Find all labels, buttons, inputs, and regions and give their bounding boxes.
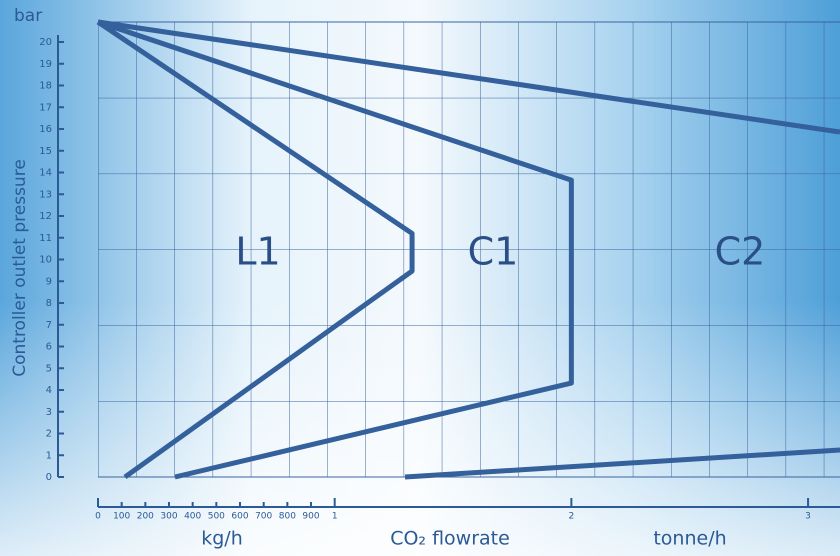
y-tick-label: 1 xyxy=(46,450,52,461)
x-tick-label: 400 xyxy=(184,512,201,522)
x-tick-label: 100 xyxy=(113,512,130,522)
y-tick-label: 3 xyxy=(46,407,52,418)
y-tick-label: 9 xyxy=(46,276,52,287)
y-tick-label: 18 xyxy=(39,81,52,92)
chart: bar Controller outlet pressure kg/h CO₂ … xyxy=(0,0,840,556)
region-label: C2 xyxy=(715,230,766,274)
y-tick-label: 8 xyxy=(46,298,52,309)
y-tick-label: 20 xyxy=(39,37,52,48)
x-tick-label: 700 xyxy=(255,512,272,522)
x-tick-label: 2 xyxy=(568,512,574,522)
x-unit-kg: kg/h xyxy=(201,528,243,550)
x-tick-label: 600 xyxy=(231,512,248,522)
x-tick-label: 200 xyxy=(137,512,154,522)
x-tick-label: 3 xyxy=(805,512,811,522)
y-tick-label: 4 xyxy=(46,385,52,396)
y-tick-label: 10 xyxy=(39,255,52,266)
y-tick-label: 13 xyxy=(39,189,52,200)
x-tick-label: 0 xyxy=(95,512,101,522)
x-unit-tonne: tonne/h xyxy=(653,528,726,550)
y-tick-label: 6 xyxy=(46,342,52,353)
x-tick-label: 300 xyxy=(160,512,177,522)
y-tick-label: 17 xyxy=(39,102,52,113)
y-tick-label: 14 xyxy=(39,168,52,179)
y-unit: bar xyxy=(14,6,42,26)
x-tick-label: 1 xyxy=(332,512,338,522)
region-label: L1 xyxy=(235,230,280,274)
y-tick-label: 12 xyxy=(39,211,52,222)
y-tick-label: 15 xyxy=(39,146,52,157)
y-tick-label: 0 xyxy=(46,472,52,483)
x-tick-label: 900 xyxy=(302,512,319,522)
x-tick-label: 500 xyxy=(208,512,225,522)
y-tick-label: 2 xyxy=(46,429,52,440)
region-label: C1 xyxy=(468,230,519,274)
y-tick-label: 5 xyxy=(46,363,52,374)
y-axis-label: Controller outlet pressure xyxy=(10,159,30,377)
x-axis-label: CO₂ flowrate xyxy=(390,528,510,550)
y-tick-label: 7 xyxy=(46,320,52,331)
y-tick-label: 11 xyxy=(39,233,52,244)
y-tick-label: 16 xyxy=(39,124,52,135)
x-tick-label: 800 xyxy=(279,512,296,522)
y-tick-label: 19 xyxy=(39,59,52,70)
